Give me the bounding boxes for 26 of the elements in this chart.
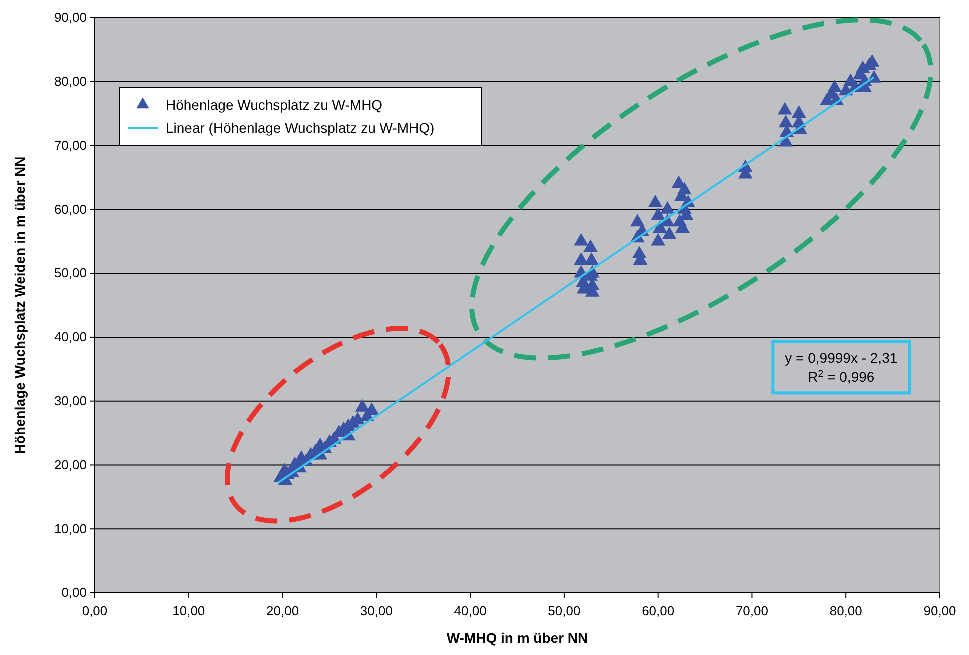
x-tick-label: 30,00 <box>360 603 393 618</box>
x-tick-label: 90,00 <box>924 603 956 618</box>
legend-label: Höhenlage Wuchsplatz zu W-MHQ <box>166 97 383 113</box>
y-tick-label: 60,00 <box>54 202 87 217</box>
y-tick-label: 70,00 <box>54 138 87 153</box>
y-axis-title: Höhenlage Wuchsplatz Weiden in m über NN <box>12 156 28 454</box>
y-tick-label: 80,00 <box>54 74 87 90</box>
x-tick-label: 10,00 <box>172 603 206 618</box>
x-tick-label: 20,00 <box>266 603 300 618</box>
annotation: R$^{2}$ = 0,996 <box>808 368 875 386</box>
y-tick-label: 40,00 <box>54 330 87 345</box>
x-tick-label: 80,00 <box>830 603 862 618</box>
x-axis-title: W-MHQ in m über NN <box>446 630 588 646</box>
x-tick-label: 50,00 <box>548 603 581 618</box>
x-tick-label: 40,00 <box>454 603 487 618</box>
y-tick-label: 30,00 <box>54 393 87 408</box>
y-tick-label: 0,00 <box>62 585 87 600</box>
y-tick-label: 20,00 <box>54 457 87 472</box>
y-tick-label: 90,00 <box>54 10 87 26</box>
y-tick-label: 50,00 <box>54 266 87 281</box>
annotation: y = 0,9999x - 2,31 <box>785 350 898 366</box>
x-tick-label: 70,00 <box>736 603 768 618</box>
x-tick-label: 0,00 <box>82 603 108 618</box>
y-tick-label: 10,00 <box>54 521 87 536</box>
legend-label: Linear (Höhenlage Wuchsplatz zu W-MHQ) <box>166 120 435 136</box>
x-tick-label: 60,00 <box>642 603 675 618</box>
